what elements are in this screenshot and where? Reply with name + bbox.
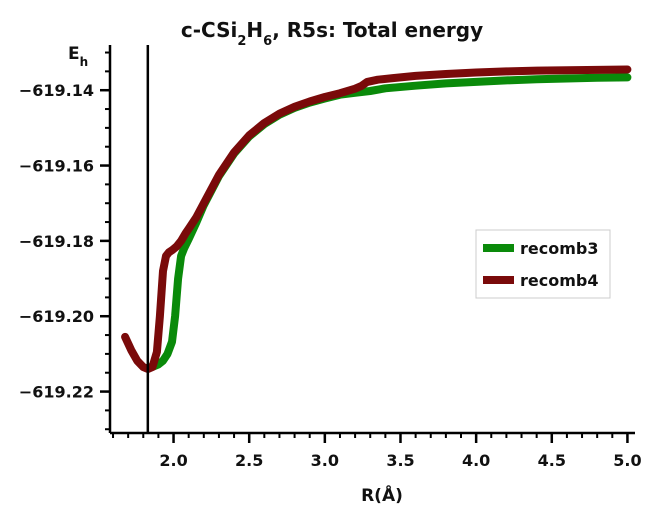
x-tick-label: 4.0 xyxy=(462,451,490,470)
x-tick-label: 5.0 xyxy=(613,451,641,470)
series-line-recomb3 xyxy=(143,73,632,372)
x-tick-label: 2.5 xyxy=(235,451,263,470)
series-line-recomb4 xyxy=(121,65,632,373)
x-tick-label: 3.5 xyxy=(386,451,414,470)
legend-label-recomb4: recomb4 xyxy=(520,271,598,290)
y-tick-label: −619.14 xyxy=(19,81,94,100)
y-tick-label: −619.16 xyxy=(19,157,94,176)
tick-labels: 2.0 2.5 3.0 3.5 4.0 4.5 5.0 −619.14 −619.16 −619.… xyxy=(19,81,642,470)
y-tick-label: −619.20 xyxy=(19,307,94,326)
y-tick-label: −619.18 xyxy=(19,232,94,251)
x-tick-label: 3.0 xyxy=(311,451,339,470)
legend-box xyxy=(475,229,611,299)
legend-label-recomb3: recomb3 xyxy=(520,239,598,258)
chart-title: c-CSi2H6, R5s: Total energy xyxy=(181,18,483,49)
legend: recomb3 recomb4 xyxy=(475,229,611,299)
series-layer xyxy=(121,65,632,373)
y-tick-label: −619.22 xyxy=(19,383,94,402)
x-tick-label: 4.5 xyxy=(538,451,566,470)
x-tick-label: 2.0 xyxy=(159,451,187,470)
x-axis-label: R(Å) xyxy=(361,483,403,506)
y-axis-label: Eh xyxy=(68,44,88,69)
